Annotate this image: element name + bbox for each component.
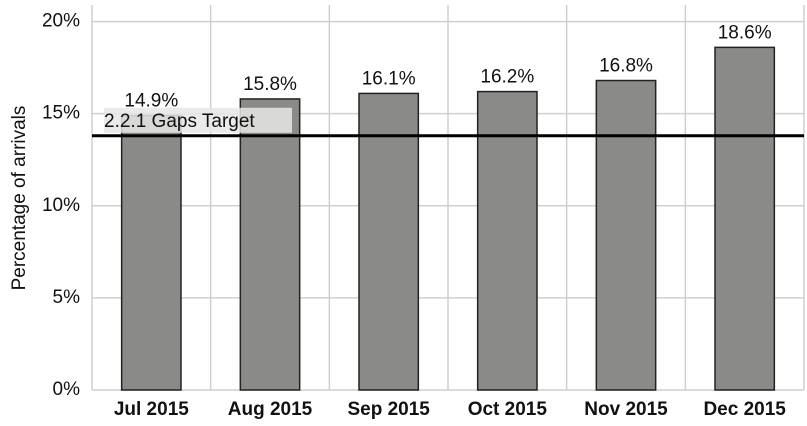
x-tick-label: Aug 2015: [228, 399, 313, 420]
x-tick-label: Jul 2015: [114, 399, 189, 420]
target-label-bg: [104, 107, 292, 133]
data-label: 16.2%: [480, 67, 534, 88]
x-tick-label: Dec 2015: [703, 399, 786, 420]
bar: [595, 79, 657, 391]
y-tick-label: 15%: [42, 103, 80, 124]
bar: [476, 90, 538, 391]
y-tick-label: 5%: [53, 287, 81, 308]
data-label: 16.8%: [599, 56, 653, 77]
bar: [358, 92, 420, 391]
x-tick-label: Oct 2015: [468, 399, 548, 420]
y-tick-label: 10%: [42, 195, 80, 216]
y-tick-label: 0%: [53, 379, 81, 400]
y-axis-label: Percentage of arrivals: [9, 106, 30, 291]
x-tick-label: Nov 2015: [584, 399, 668, 420]
data-label: 16.1%: [362, 68, 416, 89]
bar: [120, 114, 182, 391]
y-tick-label: 20%: [42, 11, 80, 32]
target-label: 2.2.1 Gaps Target: [104, 111, 255, 132]
x-tick-label: Sep 2015: [347, 399, 430, 420]
data-label: 18.6%: [718, 22, 772, 43]
bar: [239, 98, 301, 391]
data-label: 14.9%: [124, 91, 178, 112]
data-label: 15.8%: [243, 74, 297, 95]
bar: [714, 46, 776, 391]
